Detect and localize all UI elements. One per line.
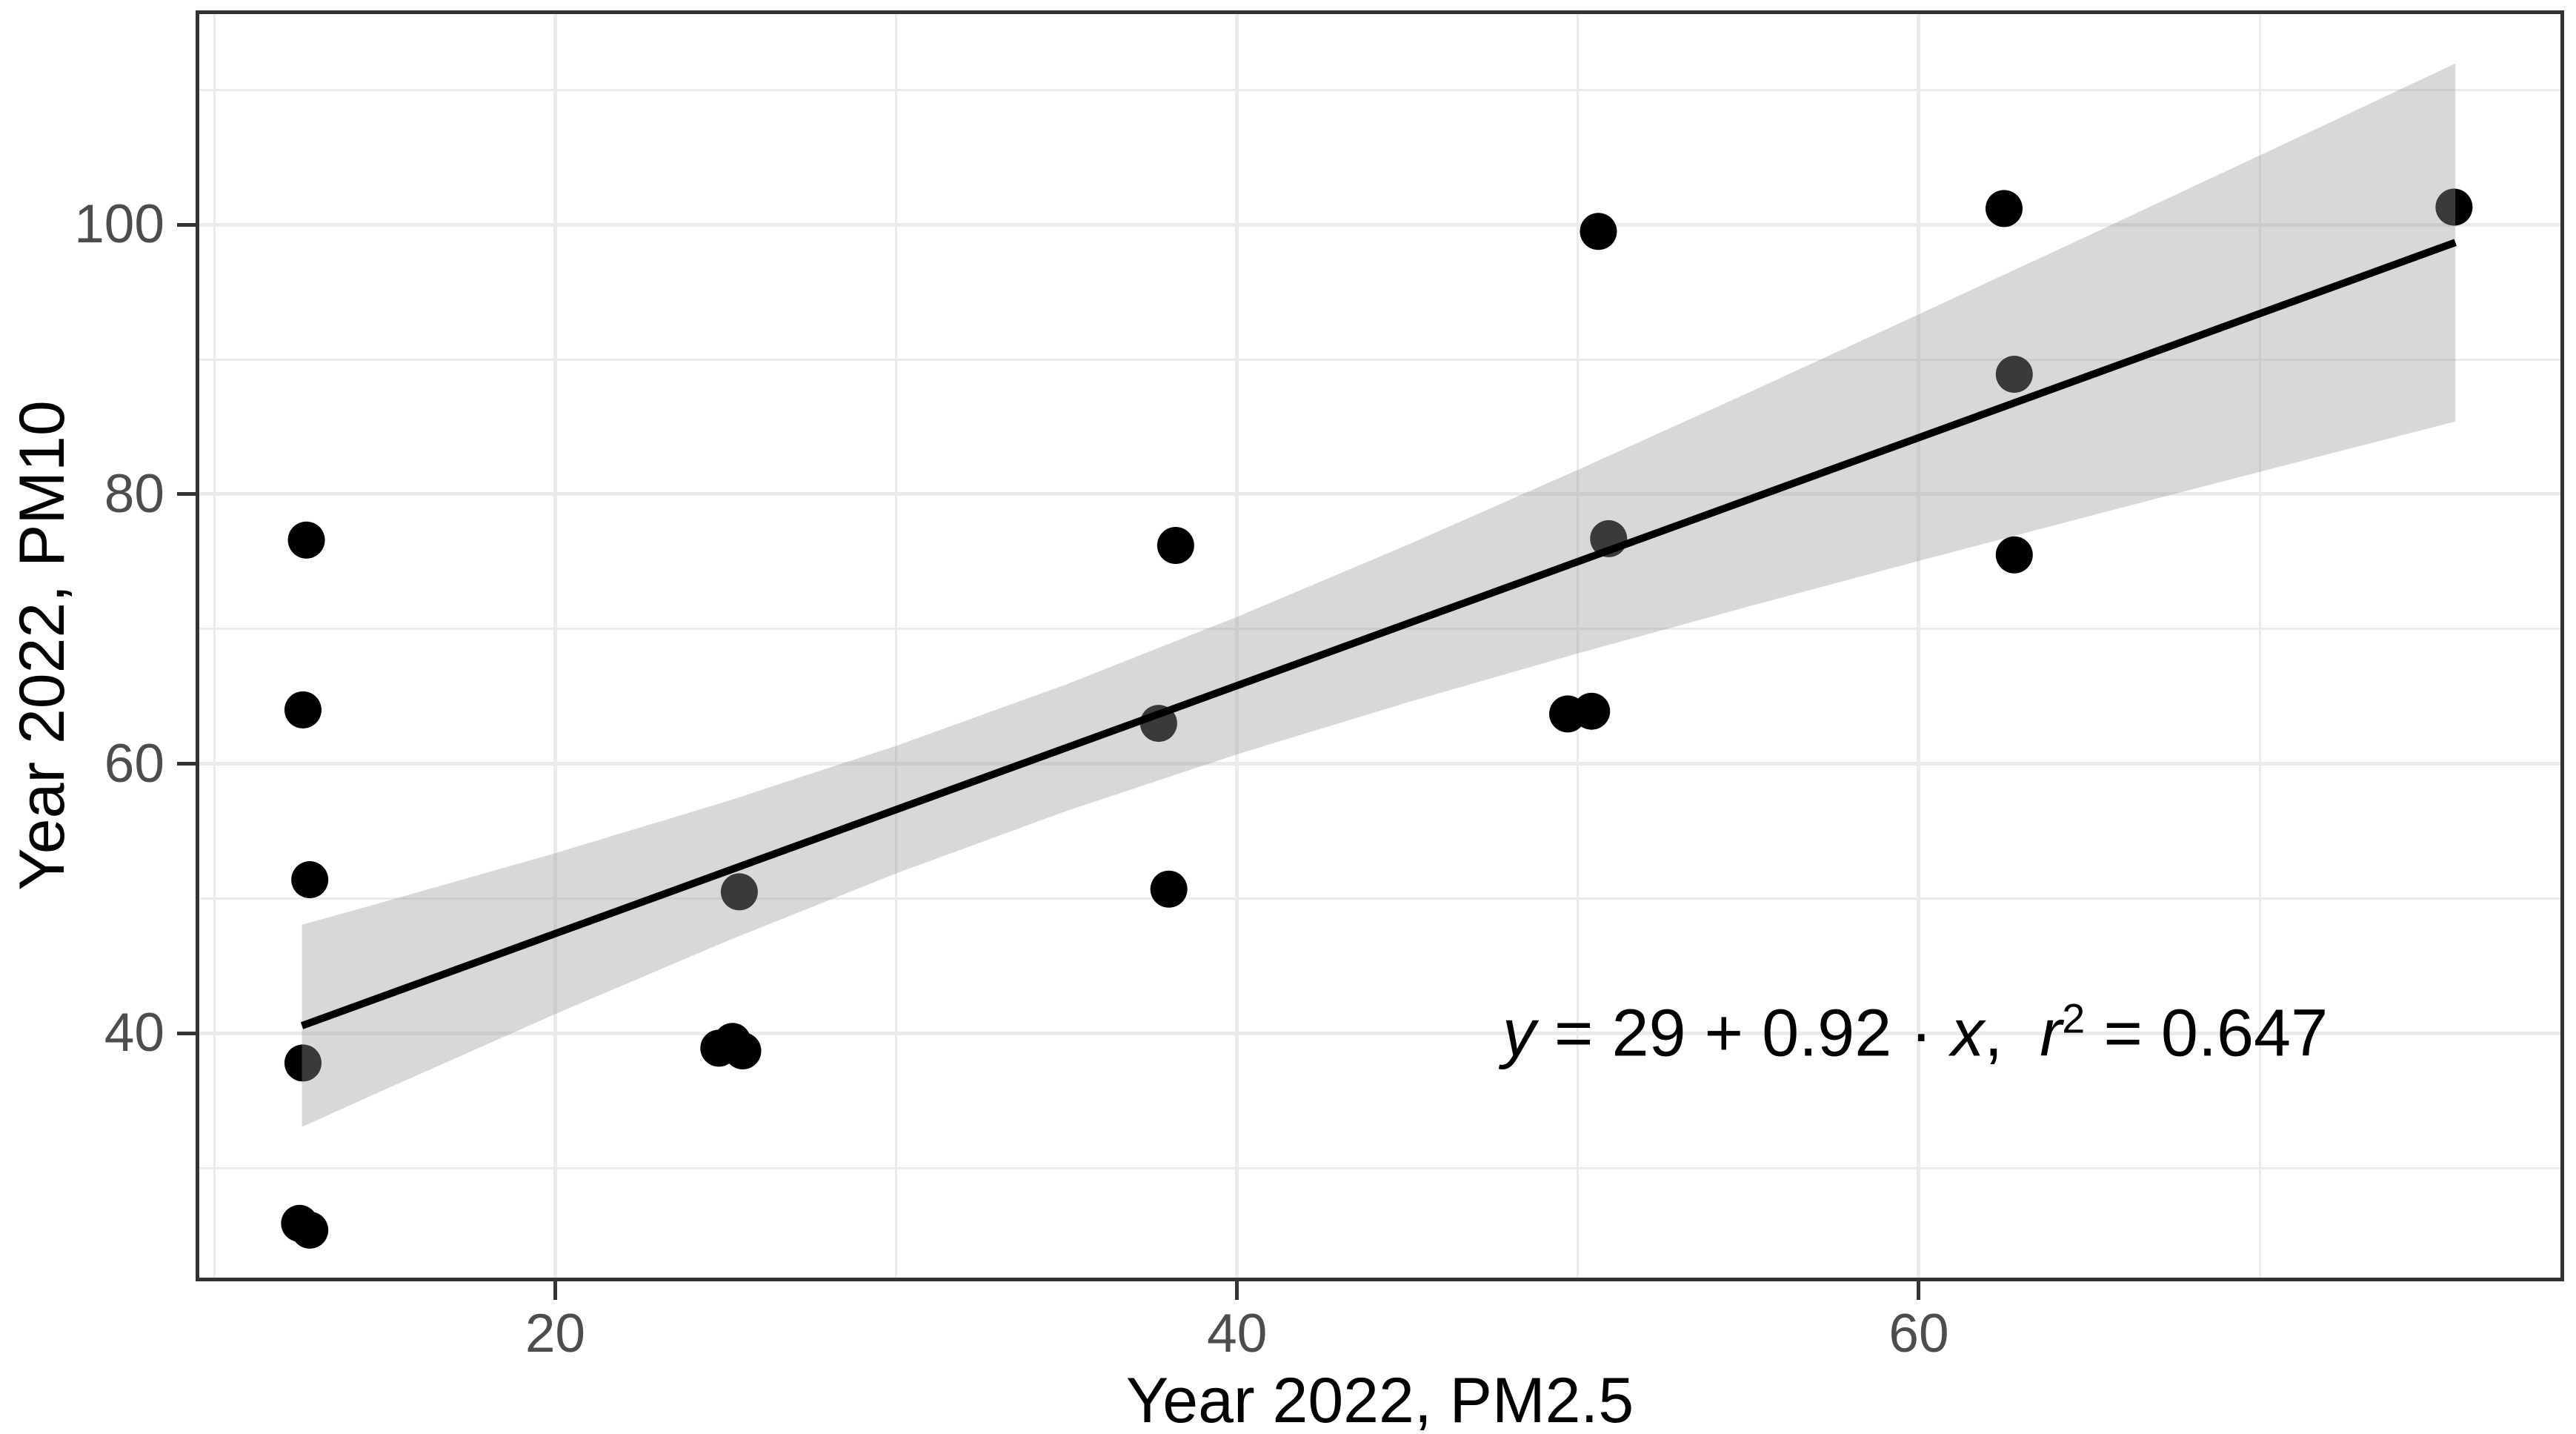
equation-body: = 29 + 0.92 · bbox=[1535, 996, 1951, 1071]
x-axis-tick-label: 60 bbox=[1888, 1304, 1949, 1364]
data-point bbox=[291, 1211, 329, 1249]
x-axis-tick bbox=[553, 1281, 557, 1300]
data-point bbox=[1156, 527, 1194, 565]
y-minor-gridline bbox=[196, 628, 2564, 631]
y-major-gridline bbox=[196, 1031, 2564, 1035]
y-minor-gridline bbox=[196, 897, 2564, 900]
y-major-gridline bbox=[196, 762, 2564, 766]
y-axis-tick bbox=[177, 492, 196, 497]
data-point bbox=[1995, 356, 2033, 394]
data-point bbox=[724, 1032, 762, 1070]
x-minor-gridline bbox=[2258, 10, 2261, 1281]
regression-line bbox=[300, 239, 2457, 1029]
y-minor-gridline bbox=[196, 88, 2564, 91]
x-major-gridline bbox=[1235, 10, 1239, 1281]
y-axis-tick bbox=[177, 762, 196, 766]
equation-comma: , bbox=[1984, 996, 2003, 1071]
regression-equation-annotation: y = 29 + 0.92 · x, r2 = 0.647 bbox=[1502, 996, 2328, 1072]
y-axis-tick-label: 80 bbox=[104, 463, 164, 524]
x-axis-tick-label: 20 bbox=[525, 1304, 586, 1364]
equation-x-var: x bbox=[1951, 996, 1985, 1071]
x-axis-tick bbox=[1917, 1281, 1921, 1300]
y-major-gridline bbox=[196, 492, 2564, 497]
r-squared-var: r bbox=[2040, 996, 2063, 1071]
x-major-gridline bbox=[1917, 10, 1921, 1281]
x-axis-tick-label: 40 bbox=[1207, 1304, 1268, 1364]
x-minor-gridline bbox=[895, 10, 898, 1281]
r-squared-exponent: 2 bbox=[2062, 995, 2086, 1042]
data-point bbox=[287, 521, 325, 559]
data-point bbox=[1986, 190, 2023, 228]
data-point bbox=[284, 691, 322, 728]
x-minor-gridline bbox=[213, 10, 216, 1281]
r-squared-value: = 0.647 bbox=[2085, 996, 2329, 1071]
equation-y-var: y bbox=[1502, 996, 1536, 1071]
data-point bbox=[1573, 692, 1611, 730]
data-point bbox=[1580, 213, 1617, 250]
x-minor-gridline bbox=[1577, 10, 1580, 1281]
equation-spacer bbox=[2003, 997, 2040, 1071]
y-axis-tick-label: 100 bbox=[74, 194, 164, 255]
data-point bbox=[1150, 870, 1188, 908]
y-axis-tick-label: 60 bbox=[104, 733, 164, 794]
x-axis-title: Year 2022, PM2.5 bbox=[1125, 1365, 1634, 1434]
x-axis-tick bbox=[1235, 1281, 1239, 1300]
data-point bbox=[1995, 536, 2033, 574]
y-minor-gridline bbox=[196, 358, 2564, 361]
y-axis-tick bbox=[177, 1031, 196, 1035]
y-axis-title: Year 2022, PM10 bbox=[7, 400, 78, 891]
y-axis-tick bbox=[177, 222, 196, 227]
data-point bbox=[291, 861, 329, 899]
x-major-gridline bbox=[553, 10, 557, 1281]
y-major-gridline bbox=[196, 222, 2564, 227]
data-point bbox=[284, 1044, 322, 1082]
confidence-ribbon bbox=[302, 63, 2456, 1127]
y-minor-gridline bbox=[196, 1166, 2564, 1169]
data-point bbox=[2435, 188, 2473, 226]
data-point bbox=[720, 873, 758, 911]
y-axis-tick-label: 40 bbox=[104, 1003, 164, 1063]
